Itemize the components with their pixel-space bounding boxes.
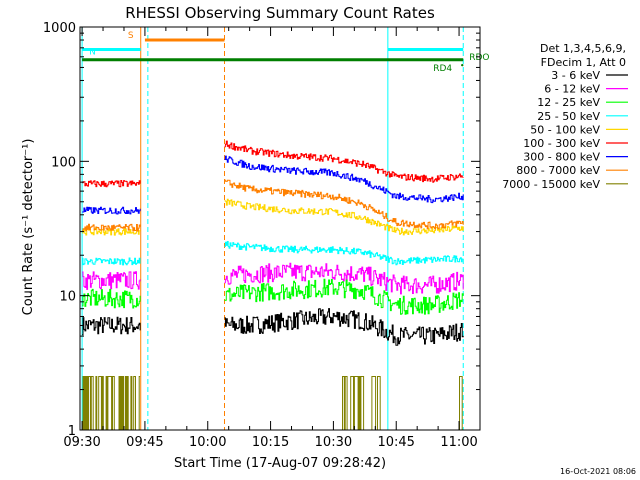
- annotation-rdo-dot: [461, 63, 464, 67]
- series-7-segment-1: [82, 223, 141, 232]
- annotation-rdo: RDO: [469, 53, 489, 63]
- x-tick-label-2: 10:00: [189, 435, 226, 450]
- series-4-segment-1: [82, 227, 141, 236]
- series-3-segment-2: [224, 241, 464, 266]
- series-2-segment-1: [82, 288, 141, 309]
- x-tick-label-4: 10:30: [315, 435, 352, 450]
- series-5-segment-2: [224, 140, 464, 183]
- legend-header-0: Det 1,3,4,5,6,9,: [540, 42, 626, 55]
- y-tick-label-0: 1: [68, 424, 76, 439]
- series-2-segment-2: [224, 278, 464, 315]
- x-tick-label-0: 09:30: [63, 435, 100, 450]
- legend-label-0: 3 - 6 keV: [551, 69, 600, 82]
- series-3-segment-1: [82, 257, 141, 266]
- x-tick-label-5: 10:45: [377, 435, 414, 450]
- series-4-segment-2: [224, 198, 464, 236]
- series-7-segment-2: [224, 179, 464, 230]
- series-5-segment-1: [82, 180, 141, 188]
- plot-area: S N RD4 RDO: [81, 27, 490, 431]
- legend-label-3: 25 - 50 keV: [537, 110, 600, 123]
- x-tick-label-1: 09:45: [126, 435, 163, 450]
- state-bar-label-3: RD4: [433, 64, 452, 74]
- x-tick-label-3: 10:15: [252, 435, 289, 450]
- plot-frame: [79, 26, 481, 431]
- y-tick-label-2: 100: [51, 155, 76, 170]
- series-1-segment-2: [224, 262, 464, 295]
- legend-label-1: 6 - 12 keV: [544, 83, 600, 96]
- series-1-segment-1: [82, 271, 141, 290]
- series-6-segment-1: [82, 206, 141, 215]
- chart-title: RHESSI Observing Summary Count Rates: [125, 4, 435, 22]
- legend-label-4: 50 - 100 keV: [530, 123, 600, 136]
- legend-label-2: 12 - 25 keV: [537, 96, 600, 109]
- legend-header-1: FDecim 1, Att 0: [541, 56, 626, 69]
- x-axis-label: Start Time (17-Aug-07 09:28:42): [174, 456, 386, 471]
- axes: 09:30 09:45 10:00 10:15 10:30 10:45 11:00 1 10 10…: [43, 21, 481, 450]
- legend-label-6: 300 - 800 keV: [523, 151, 600, 164]
- legend-label-8: 7000 - 15000 keV: [502, 178, 600, 191]
- legend-label-5: 100 - 300 keV: [523, 137, 600, 150]
- series-8-segment-1: [82, 376, 141, 431]
- series-0-segment-2: [224, 308, 464, 346]
- y-tick-label-3: 1000: [43, 21, 76, 36]
- series-0-segment-1: [82, 316, 141, 336]
- legend-label-7: 800 - 7000 keV: [516, 164, 600, 177]
- y-tick-label-1: 10: [59, 290, 76, 305]
- footer-timestamp: 16-Oct-2021 08:06: [560, 467, 636, 476]
- y-axis-label: Count Rate (s⁻¹ detector⁻¹): [21, 139, 36, 316]
- x-tick-label-6: 11:00: [440, 435, 477, 450]
- state-bar-label-0: S: [128, 31, 134, 41]
- series-6-segment-2: [224, 155, 464, 204]
- legend: Det 1,3,4,5,6,9,FDecim 1, Att 03 - 6 keV…: [502, 42, 628, 191]
- state-bar-label-1: N: [89, 47, 96, 57]
